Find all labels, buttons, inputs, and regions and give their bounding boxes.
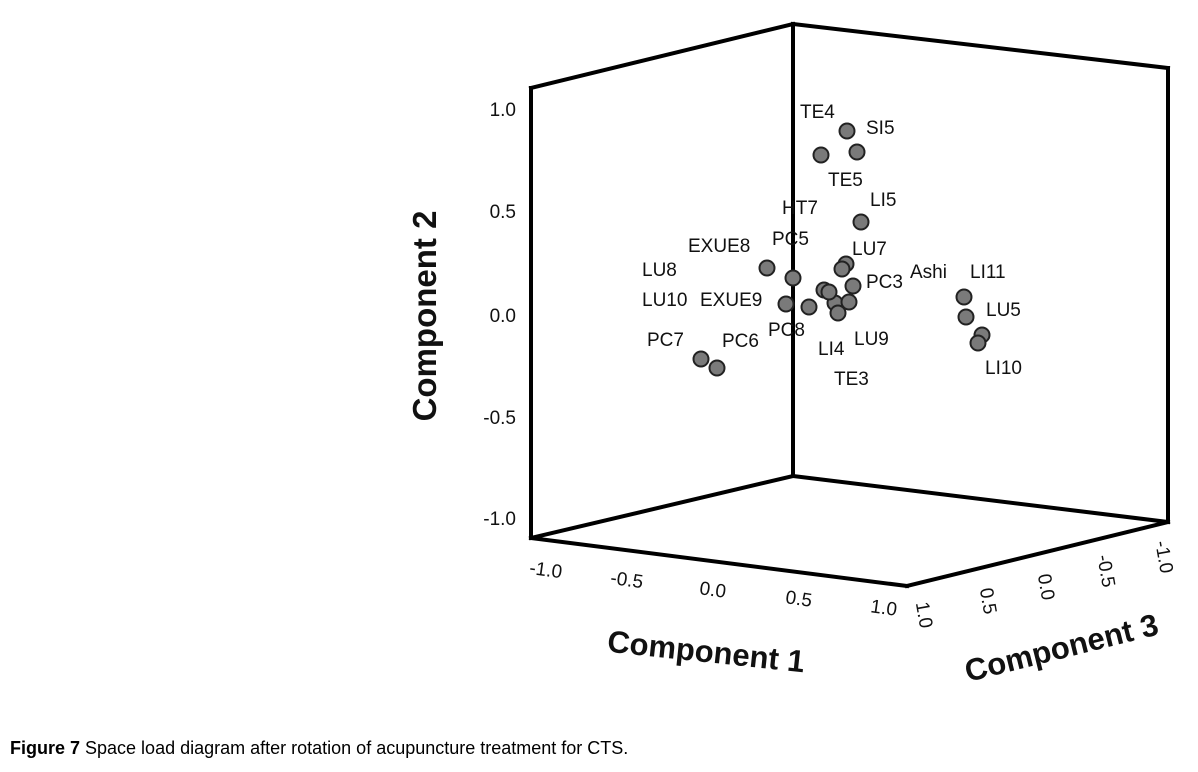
component1-tick-labels: -1.0 -0.5 0.0 0.5 1.0: [528, 558, 898, 621]
component3-tick-label: -0.5: [1092, 553, 1118, 589]
data-point-marker: [708, 359, 726, 377]
scatter-3d-chart: 1.0 0.5 0.0 -0.5 -1.0 -1.0 -0.5 0.0 0.5 1.0 1.0 0…: [406, 21, 1177, 689]
data-point-marker: [829, 304, 847, 322]
data-point-marker: [955, 288, 973, 306]
component3-axis-title: Component 3: [961, 607, 1162, 689]
data-point-label: LU7: [852, 239, 887, 260]
data-point-label: LI5: [870, 190, 896, 211]
component2-tick-label: 1.0: [490, 100, 516, 121]
frame-back-bottom: [790, 473, 1171, 525]
data-points: [692, 122, 991, 377]
component3-tick-label: 0.0: [1033, 572, 1058, 602]
frame-back-left-top: [528, 21, 796, 91]
data-point-marker: [969, 334, 987, 352]
data-point-marker: [758, 259, 776, 277]
data-point-label: PC5: [772, 229, 809, 250]
component1-axis-title: Component 1: [606, 624, 807, 680]
component2-tick-label: -1.0: [483, 509, 516, 530]
figure-caption: Figure 7 Space load diagram after rotati…: [10, 738, 628, 759]
component1-tick-label: -1.0: [528, 558, 563, 583]
data-point-label: LU8: [642, 260, 677, 281]
data-point-marker: [833, 260, 851, 278]
data-point-label: HT7: [782, 198, 818, 219]
data-point-label: LU10: [642, 290, 687, 311]
data-point-label: Ashi: [910, 262, 947, 283]
component3-tick-label: 0.5: [975, 586, 1000, 616]
component3-tick-label: -1.0: [1150, 539, 1176, 575]
data-point-label: PC8: [768, 320, 805, 341]
component2-tick-label: -0.5: [483, 408, 516, 429]
data-point-marker: [820, 283, 838, 301]
data-point-label: LI10: [985, 358, 1022, 379]
data-point-labels: TE4 SI5 TE5 LI5 HT7 EXUE8 PC5 LU8 LU7 PC3 Ashi LI11…: [642, 102, 1022, 390]
component1-tick-label: 0.0: [698, 578, 727, 602]
data-point-label: EXUE9: [700, 290, 762, 311]
frame-back-top: [790, 21, 1171, 71]
frame-floor-right: [904, 519, 1171, 589]
data-point-label: LI4: [818, 339, 845, 360]
component2-tick-labels: 1.0 0.5 0.0 -0.5 -1.0: [483, 100, 516, 530]
data-point-marker: [844, 277, 862, 295]
data-point-marker: [777, 295, 795, 313]
component2-tick-label: 0.5: [490, 202, 516, 223]
data-point-label: PC3: [866, 272, 903, 293]
data-point-marker: [784, 269, 802, 287]
data-point-label: EXUE8: [688, 236, 750, 257]
data-point-label: SI5: [866, 118, 895, 139]
figure-caption-label: Figure 7: [10, 738, 81, 758]
data-point-label: TE4: [800, 102, 835, 123]
component2-axis-title: Component 2: [406, 211, 443, 422]
data-point-marker: [957, 308, 975, 326]
data-point-marker: [812, 146, 830, 164]
component1-tick-label: 0.5: [784, 587, 813, 611]
figure-caption-text: Space load diagram after rotation of acu…: [80, 738, 629, 758]
data-point-label: PC6: [722, 331, 759, 352]
data-point-label: LU9: [854, 329, 889, 350]
data-point-marker: [838, 122, 856, 140]
data-point-marker: [840, 293, 858, 311]
data-point-label: TE3: [834, 369, 869, 390]
data-point-marker: [692, 350, 710, 368]
data-point-label: LI11: [970, 262, 1006, 283]
data-point-marker: [800, 298, 818, 316]
component1-tick-label: 1.0: [869, 596, 898, 620]
frame-back-left-bottom: [528, 473, 796, 541]
data-point-marker: [848, 143, 866, 161]
component1-tick-label: -0.5: [609, 568, 644, 593]
data-point-marker: [852, 213, 870, 231]
data-point-label: TE5: [828, 170, 863, 191]
component2-tick-label: 0.0: [490, 306, 516, 327]
component3-tick-label: 1.0: [911, 600, 936, 630]
data-point-label: LU5: [986, 300, 1021, 321]
frame-floor-front: [528, 535, 910, 589]
data-point-label: PC7: [647, 330, 684, 351]
